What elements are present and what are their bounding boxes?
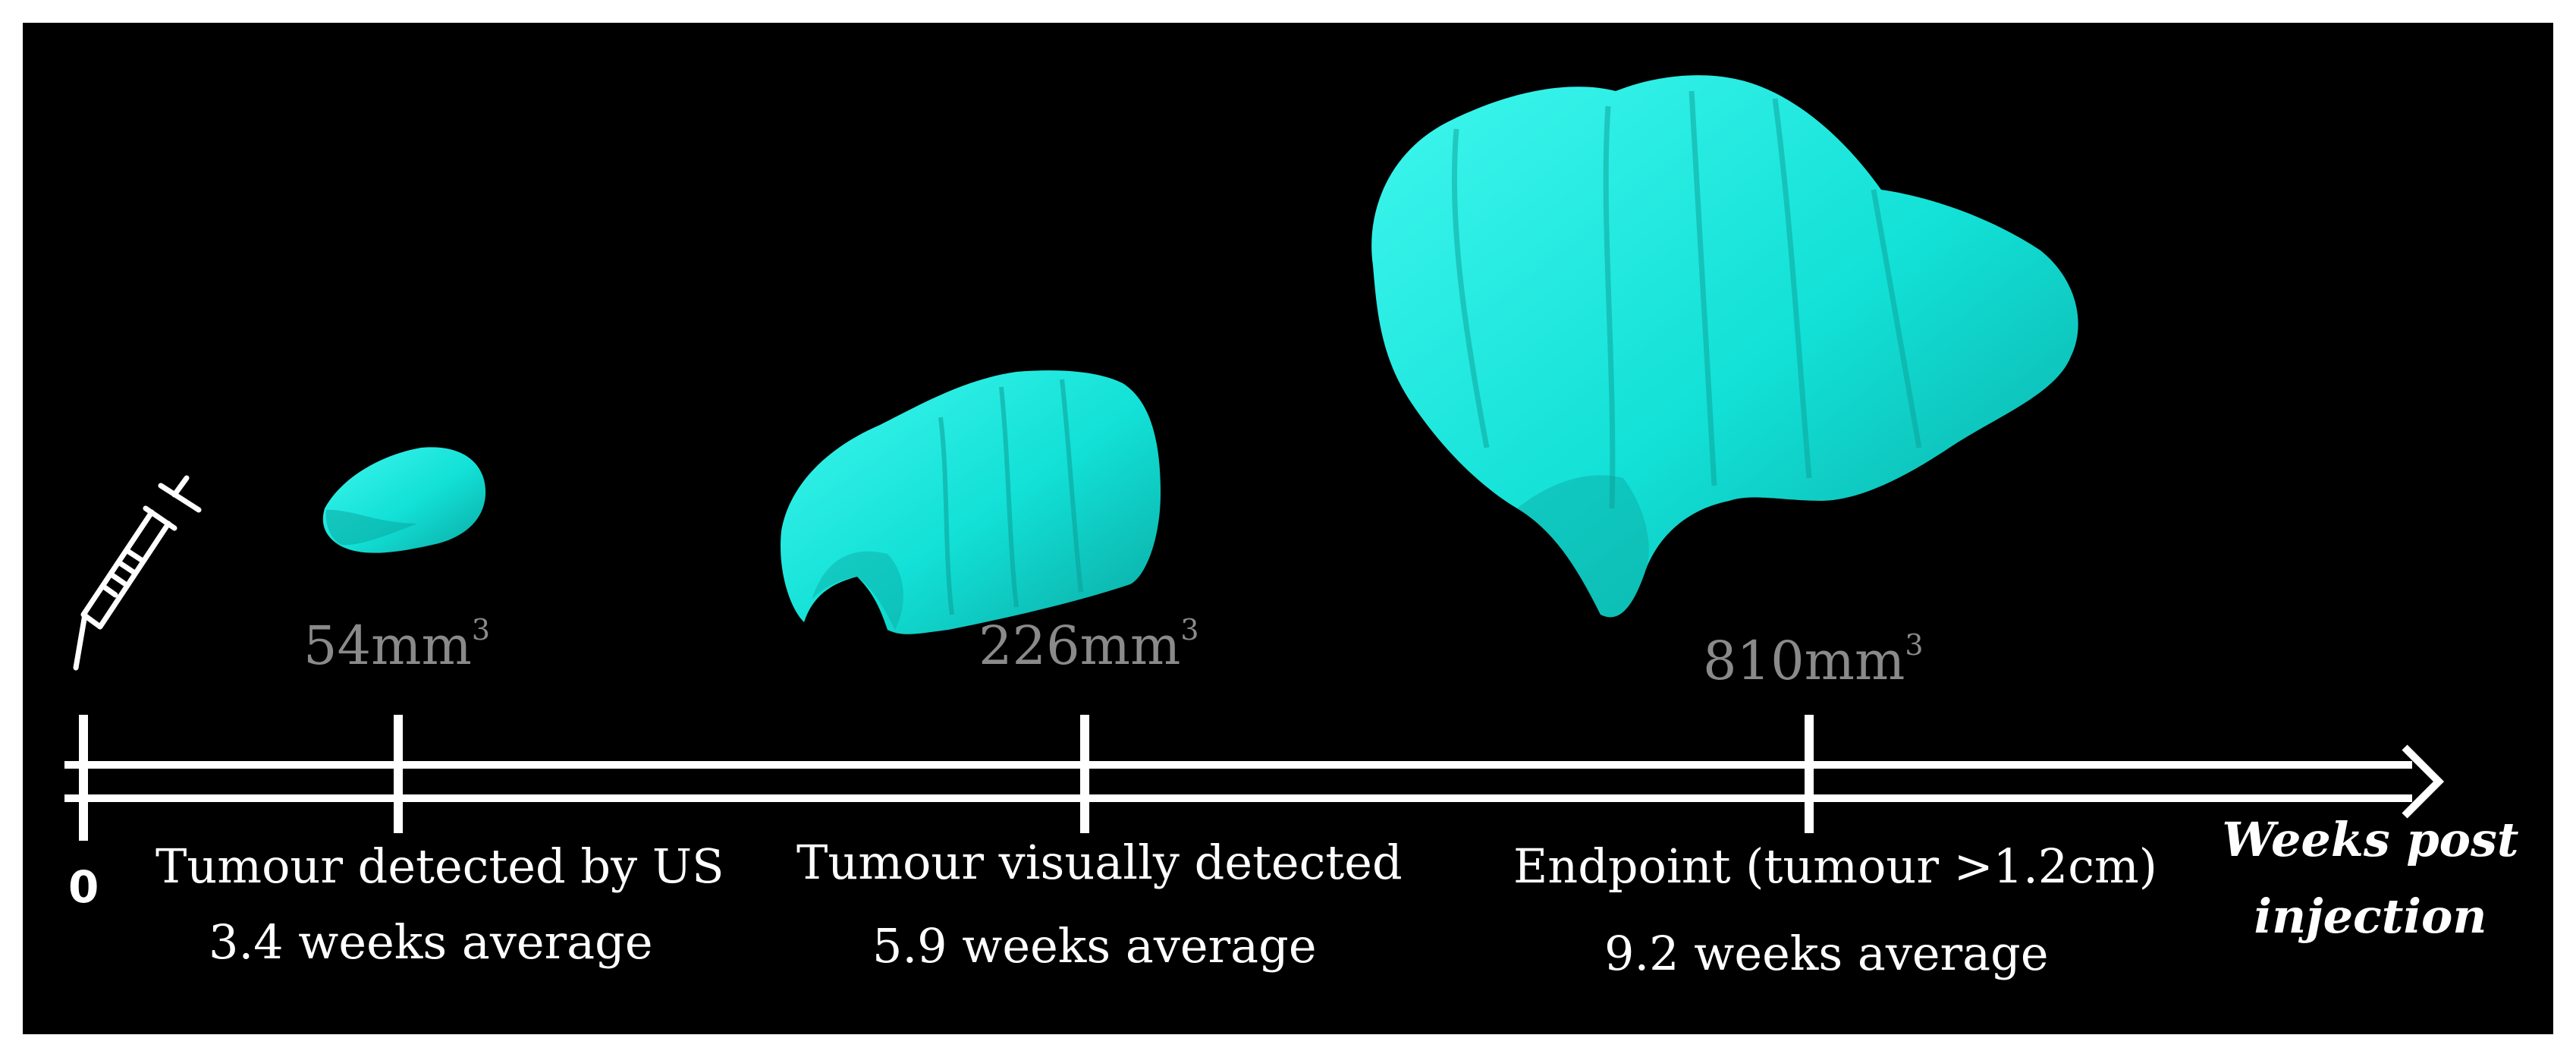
event-label-stage-2: Tumour visually detected bbox=[796, 835, 1403, 890]
timing-label-stage-2: 5.9 weeks average bbox=[872, 918, 1317, 974]
timeline-scene bbox=[64, 75, 2445, 841]
volume-label-stage-3: 810mm3 bbox=[1703, 628, 1924, 692]
tumour-stage-1 bbox=[322, 447, 486, 553]
figure-panel: 54mm3 226mm3 810mm3 0 Tumour detected by… bbox=[23, 23, 2553, 1034]
timing-label-stage-1: 3.4 weeks average bbox=[209, 914, 653, 970]
axis-label: Weeks post injection bbox=[2211, 812, 2530, 944]
timeline-arrow bbox=[64, 744, 2445, 819]
axis-label-line-2: injection bbox=[2254, 889, 2487, 944]
event-label-stage-1: Tumour detected by US bbox=[156, 838, 724, 894]
timing-label-stage-3: 9.2 weeks average bbox=[1604, 926, 2049, 981]
event-label-stage-3: Endpoint (tumour >1.2cm) bbox=[1513, 838, 2157, 894]
volume-label-stage-1: 54mm3 bbox=[303, 612, 491, 677]
tumour-stage-3 bbox=[1371, 75, 2078, 618]
volume-label-stage-2: 226mm3 bbox=[979, 612, 1199, 677]
timeline-ticks bbox=[79, 715, 1814, 841]
timeline-origin-label: 0 bbox=[68, 861, 99, 913]
syringe-icon bbox=[73, 475, 202, 671]
tumour-stage-2 bbox=[781, 370, 1161, 634]
axis-label-line-1: Weeks post bbox=[2222, 812, 2519, 867]
